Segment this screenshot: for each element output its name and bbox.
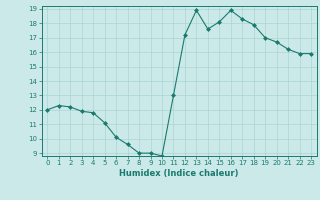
X-axis label: Humidex (Indice chaleur): Humidex (Indice chaleur) (119, 169, 239, 178)
